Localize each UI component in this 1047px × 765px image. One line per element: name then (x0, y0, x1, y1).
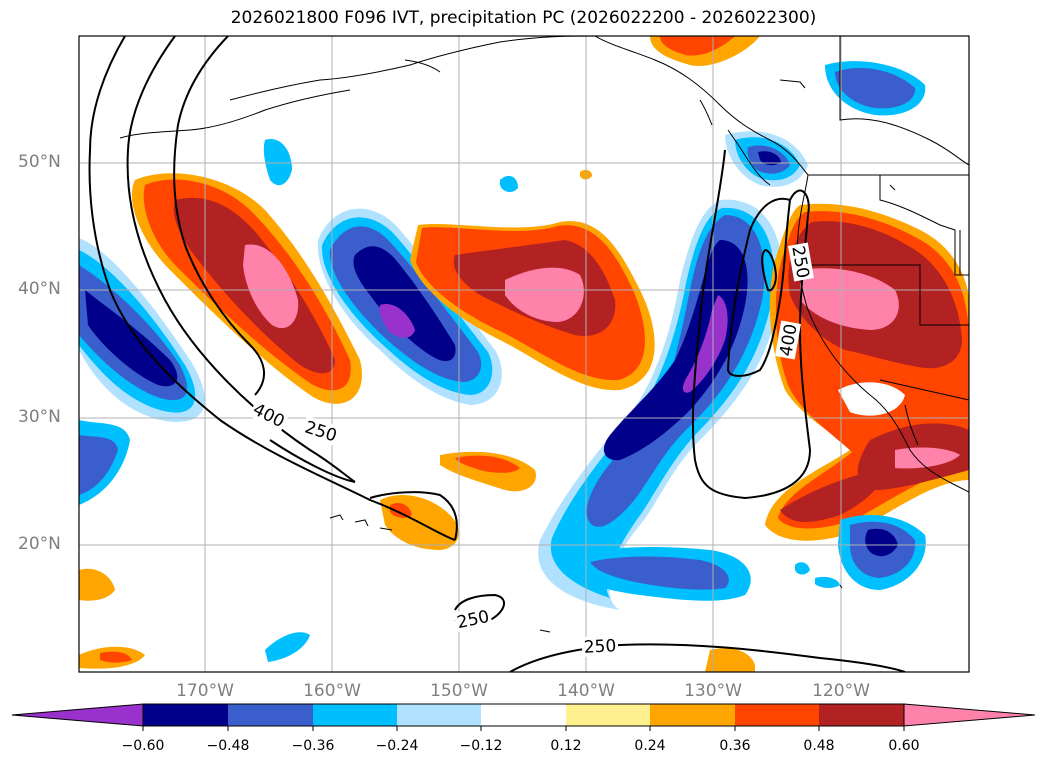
colorbar-swatch (650, 704, 735, 726)
precip-shading (79, 36, 969, 672)
colorbar-tick-label: 0.24 (634, 738, 666, 754)
colorbar-tick-label: −0.60 (121, 738, 165, 754)
colorbar-swatch (819, 704, 904, 726)
colorbar-swatch (481, 704, 566, 726)
lon-label: 160°W (303, 681, 361, 701)
coastlines (119, 36, 969, 633)
colorbar-extend-low (11, 703, 144, 727)
colorbar-tick-label: 0.36 (719, 738, 751, 754)
map-title: 2026021800 F096 IVT, precipitation PC (2… (230, 8, 817, 28)
colorbar-swatch (566, 704, 650, 726)
lon-label: 130°W (684, 681, 742, 701)
colorbar-tick-label: −0.24 (375, 738, 419, 754)
lon-label: 170°W (176, 681, 234, 701)
ivt-contours (88, 36, 906, 672)
colorbar-tick-label: −0.36 (291, 738, 335, 754)
lat-label: 20°N (18, 534, 61, 554)
colorbar-swatch (397, 704, 481, 726)
graticule (79, 36, 969, 672)
lon-label: 120°W (812, 681, 870, 701)
colorbar-extend-high (903, 703, 1036, 727)
map-frame (78, 35, 970, 673)
colorbar-tick-label: −0.48 (206, 738, 250, 754)
lat-label: 30°N (18, 407, 61, 427)
lon-label: 140°W (557, 681, 615, 701)
lon-label: 150°W (430, 681, 488, 701)
colorbar-swatch (313, 704, 397, 726)
colorbar (11, 703, 1036, 731)
colorbar-tick-label: 0.12 (550, 738, 582, 754)
colorbar-swatch (228, 704, 313, 726)
colorbar-swatch (735, 704, 819, 726)
contour-label: 250 (583, 636, 616, 658)
colorbar-tick-label: 0.60 (888, 738, 920, 754)
colorbar-tick-label: −0.12 (459, 738, 503, 754)
colorbar-swatch (143, 704, 228, 726)
lat-label: 40°N (18, 279, 61, 299)
colorbar-tick-label: 0.48 (803, 738, 835, 754)
lat-label: 50°N (18, 152, 61, 172)
